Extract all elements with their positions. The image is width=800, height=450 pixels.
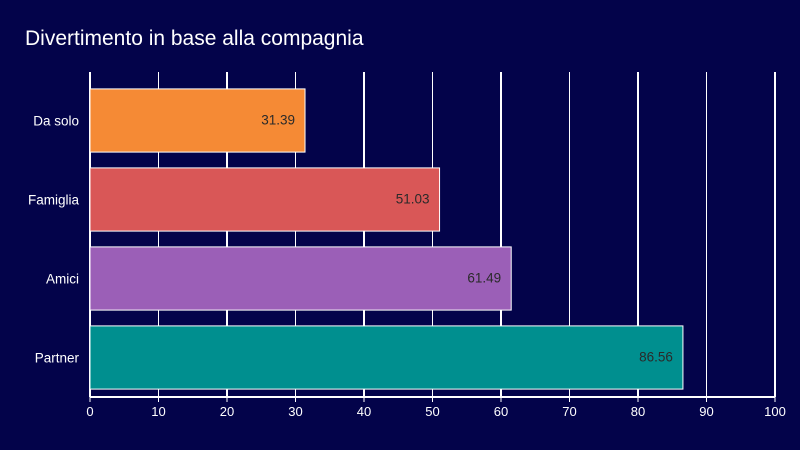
- x-tick-label: 70: [562, 404, 576, 419]
- data-label: 51.03: [396, 192, 430, 207]
- x-tick-label: 80: [631, 404, 645, 419]
- bar: [89, 246, 512, 311]
- category-label: Da solo: [33, 114, 79, 129]
- bar: [89, 325, 684, 390]
- category-label: Partner: [35, 351, 80, 366]
- x-tick-label: 0: [86, 404, 93, 419]
- x-tick-label: 50: [425, 404, 439, 419]
- x-tick-label: 60: [494, 404, 508, 419]
- x-tick-label: 40: [357, 404, 371, 419]
- category-label: Amici: [46, 272, 79, 287]
- bars: 31.39 51.03 61.49 86.56: [89, 88, 684, 390]
- x-tick-label: 90: [699, 404, 713, 419]
- bar: [89, 88, 306, 153]
- x-tick-label: 20: [220, 404, 234, 419]
- chart-title: Divertimento in base alla compagnia: [25, 27, 364, 50]
- data-label: 31.39: [261, 113, 295, 128]
- x-tick-label: 30: [288, 404, 302, 419]
- x-tick-label: 100: [764, 404, 786, 419]
- x-tick-label: 10: [151, 404, 165, 419]
- data-label: 61.49: [467, 271, 501, 286]
- category-label: Famiglia: [28, 193, 80, 208]
- data-label: 86.56: [639, 350, 673, 365]
- axes: 0 10 20 30 40 50 60 70 80 90 100 Da solo Famiglia Ami…: [28, 114, 786, 420]
- bar: [89, 167, 441, 232]
